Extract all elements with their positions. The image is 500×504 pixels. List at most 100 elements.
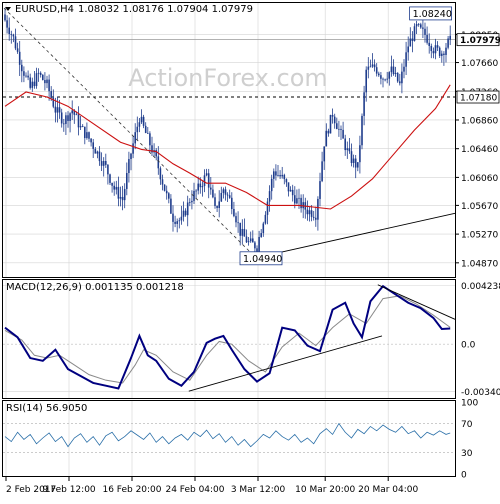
- candle-body: [249, 238, 252, 242]
- x-tick-label: 9 Feb 12:00: [42, 485, 96, 495]
- x-tick-label: 10 Mar 20:00: [295, 485, 355, 495]
- candle-body: [264, 214, 267, 224]
- watermark: ActionForex.com: [128, 64, 328, 92]
- dropdown-triangle-icon[interactable]: [5, 7, 11, 11]
- rsi-tick-label: 30: [461, 449, 473, 459]
- candle-body: [149, 133, 151, 146]
- candle-body: [50, 91, 52, 98]
- candle-body: [86, 132, 88, 139]
- candle-body: [302, 202, 304, 209]
- candle-body: [228, 195, 231, 198]
- candle-body: [168, 193, 170, 199]
- candle-body: [237, 222, 239, 224]
- last-price-label-box: [456, 33, 500, 47]
- candle-body: [407, 46, 409, 53]
- candle-body: [273, 171, 275, 179]
- candle-body: [151, 145, 153, 153]
- candle-body: [243, 228, 246, 237]
- candle-body: [275, 171, 277, 176]
- candle-body: [130, 153, 132, 160]
- candle-body: [361, 115, 363, 146]
- candle-body: [317, 198, 319, 220]
- candle-body: [88, 132, 90, 139]
- candle-body: [73, 110, 76, 115]
- macd-support-trendline: [188, 335, 383, 392]
- candle-layer: [4, 8, 451, 263]
- candle-body: [443, 53, 445, 55]
- candle-body: [298, 197, 300, 199]
- candle-body: [231, 197, 233, 209]
- candle-body: [35, 73, 38, 87]
- candle-body: [23, 71, 25, 76]
- candle-body: [394, 72, 397, 75]
- candle-body: [315, 217, 317, 220]
- candle-body: [180, 216, 183, 221]
- candle-body: [210, 187, 212, 190]
- candle-body: [16, 48, 19, 52]
- candle-body: [105, 161, 107, 165]
- candle-body: [346, 148, 349, 151]
- candle-body: [6, 20, 8, 28]
- candle-body: [348, 148, 351, 152]
- candle-body: [382, 78, 384, 80]
- candle-body: [336, 123, 338, 129]
- x-tick-label: 3 Mar 12:00: [231, 485, 286, 495]
- candle-body: [338, 128, 340, 130]
- candle-body: [445, 47, 447, 55]
- candle-body: [344, 138, 346, 151]
- candle-body: [226, 194, 229, 196]
- candle-body: [375, 67, 378, 74]
- candle-body: [436, 45, 439, 48]
- candle-body: [21, 64, 23, 72]
- candle-body: [254, 242, 256, 249]
- candle-body: [33, 81, 36, 87]
- candle-body: [48, 79, 50, 92]
- candle-body: [363, 92, 365, 116]
- candle-body: [90, 138, 92, 143]
- candle-body: [132, 143, 134, 154]
- candle-body: [134, 132, 136, 144]
- last-price-label: 1.07979: [460, 36, 500, 46]
- candle-body: [283, 174, 286, 180]
- candle-body: [380, 75, 382, 79]
- candle-body: [52, 97, 55, 107]
- candle-body: [331, 114, 334, 117]
- candle-body: [285, 179, 288, 183]
- candle-body: [37, 72, 40, 74]
- candle-body: [117, 186, 120, 199]
- price-panel-frame: [2, 2, 456, 278]
- candle-body: [163, 184, 166, 191]
- candle-body: [323, 146, 325, 162]
- rsi-title: RSI(14) 56.9050: [6, 403, 87, 414]
- candle-body: [107, 164, 109, 175]
- macd-panel-frame: [2, 279, 456, 399]
- candle-body: [287, 182, 290, 192]
- candle-body: [63, 123, 65, 125]
- candle-body: [4, 14, 6, 21]
- candle-body: [262, 223, 265, 234]
- candle-body: [432, 51, 435, 54]
- candle-body: [413, 26, 416, 41]
- candle-body: [239, 222, 241, 236]
- candle-body: [409, 38, 412, 47]
- ohlc-values: 1.08032 1.08176 1.07904 1.07979: [78, 4, 253, 15]
- candle-body: [136, 126, 139, 133]
- candle-body: [340, 128, 342, 130]
- candle-body: [256, 248, 258, 252]
- candle-body: [357, 162, 359, 168]
- candle-body: [176, 221, 178, 224]
- rsi-tick-label: 70: [461, 420, 473, 430]
- candle-body: [247, 241, 250, 243]
- candle-body: [184, 210, 187, 216]
- candle-body: [289, 189, 292, 192]
- level-layer: [3, 39, 455, 98]
- candle-body: [170, 198, 172, 214]
- candle-body: [260, 233, 262, 237]
- candle-body: [422, 27, 424, 29]
- candle-body: [98, 151, 101, 162]
- candle-body: [369, 66, 372, 68]
- candle-body: [212, 189, 214, 198]
- candle-body: [222, 189, 225, 193]
- price-tick-label: 1.05670: [461, 202, 498, 212]
